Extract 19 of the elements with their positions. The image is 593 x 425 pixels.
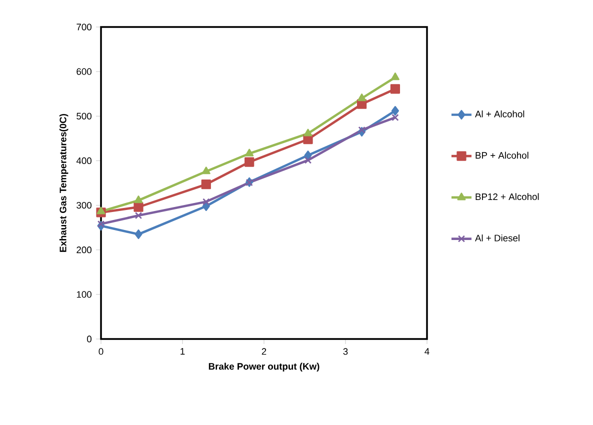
legend-label: Al + Diesel: [475, 234, 520, 242]
y-tick-label: 300: [76, 202, 92, 209]
y-tick-label: 200: [76, 246, 92, 254]
x-tick-label: 2: [262, 348, 266, 355]
x-tick-label: 0: [98, 348, 104, 355]
y-tick-label: 700: [76, 24, 92, 30]
y-tick-label: 500: [76, 112, 92, 120]
y-tick-label: 100: [76, 291, 92, 298]
y-tick-label: 600: [76, 68, 92, 75]
y-tick-label: 400: [76, 157, 92, 164]
x-tick-label: 3: [343, 348, 348, 355]
y-axis-title: Exhaust Gas Temperatures(0C): [59, 114, 68, 252]
y-tick-label: 0: [87, 336, 92, 342]
x-tick-label: 4: [424, 348, 430, 355]
legend-label: Al + Alcohol: [475, 110, 524, 118]
x-axis-title: Brake Power output (Kw): [208, 362, 320, 372]
x-tick-label: 1: [180, 348, 185, 355]
legend-label: BP12 + Alcohol: [476, 193, 539, 200]
legend-label: BP + Alcohol: [476, 152, 528, 159]
